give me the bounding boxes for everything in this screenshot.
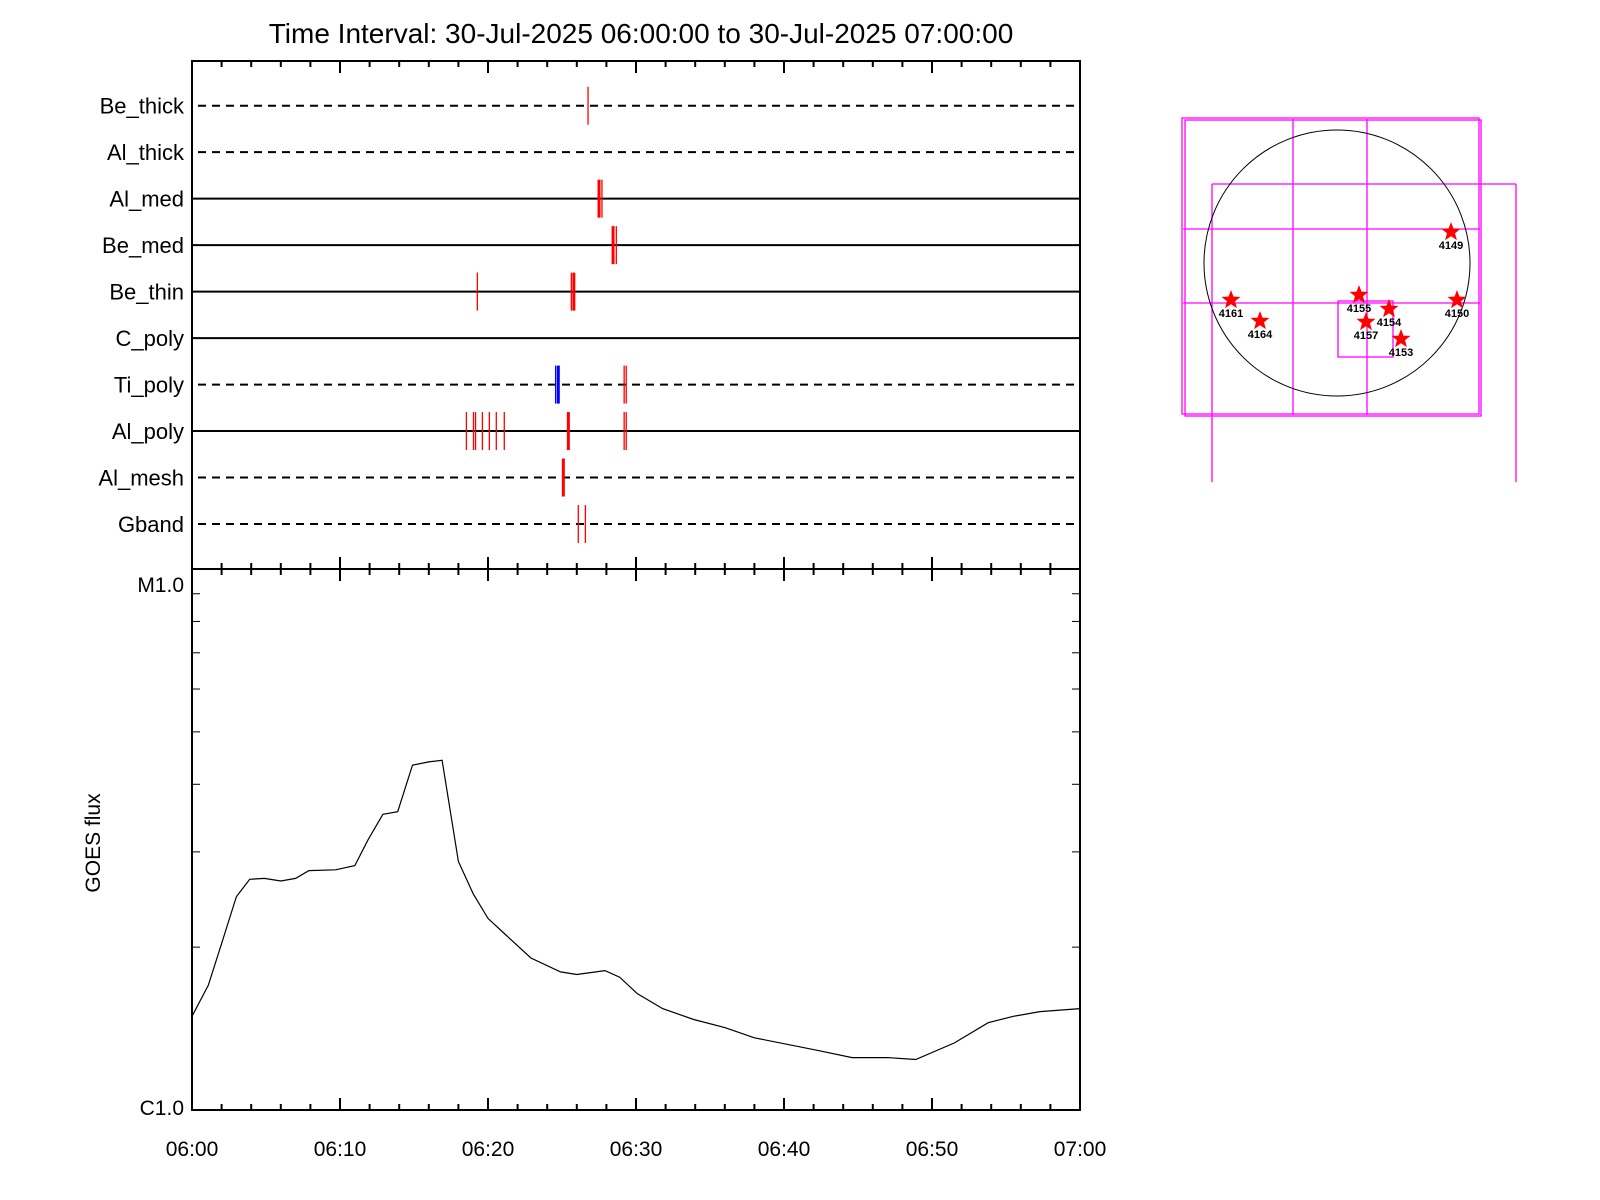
row-label-C_poly: C_poly bbox=[116, 326, 184, 351]
x-tick-label: 06:10 bbox=[314, 1138, 367, 1161]
goes-flux-line bbox=[191, 759, 1081, 1061]
solar-limb bbox=[1203, 129, 1471, 397]
y-axis-label: GOES flux bbox=[82, 793, 105, 893]
active-region-label: 4154 bbox=[1377, 317, 1402, 329]
x-tick-label: 07:00 bbox=[1054, 1138, 1107, 1161]
timeline-frame bbox=[191, 60, 1081, 570]
active-region-star-icon bbox=[1349, 285, 1369, 304]
active-region-label: 4164 bbox=[1248, 329, 1273, 341]
row-label-Al_thick: Al_thick bbox=[107, 140, 185, 165]
active-region-star-icon bbox=[1250, 311, 1270, 330]
goes-frame bbox=[191, 568, 1081, 1111]
chart-title: Time Interval: 30-Jul-2025 06:00:00 to 3… bbox=[269, 18, 1014, 49]
goes-flux-panel: M1.0 C1.0 GOES flux 06:00 06:10 06:20 06:30… bbox=[82, 568, 1107, 1161]
row-label-Al_mesh: Al_mesh bbox=[98, 466, 184, 491]
row-label-Be_thin: Be_thin bbox=[109, 280, 184, 305]
fov-box bbox=[1181, 117, 1480, 415]
y-tick-label-min: C1.0 bbox=[140, 1097, 184, 1120]
active-region-label: 4149 bbox=[1439, 240, 1463, 252]
active-region-star-icon bbox=[1356, 312, 1376, 331]
active-region-label: 4153 bbox=[1389, 347, 1413, 359]
x-tick-label: 06:40 bbox=[758, 1138, 811, 1161]
active-region-label: 4157 bbox=[1354, 330, 1378, 342]
event-timeline-panel: Be_thick Al_thick Al_med Be_med Be_thin C_pol… bbox=[98, 60, 1081, 581]
active-region-star-icon bbox=[1441, 222, 1461, 241]
active-region-star-icon bbox=[1221, 290, 1241, 309]
row-label-Be_med: Be_med bbox=[102, 233, 184, 258]
x-tick-label: 06:00 bbox=[166, 1138, 219, 1161]
active-region-star-icon bbox=[1391, 329, 1411, 348]
active-region-star-icon bbox=[1379, 299, 1399, 318]
row-label-Gband: Gband bbox=[118, 512, 184, 537]
x-tick-label: 06:50 bbox=[906, 1138, 959, 1161]
x-tick-label: 06:20 bbox=[462, 1138, 515, 1161]
fov-small-box bbox=[1337, 300, 1394, 358]
x-tick-label: 06:30 bbox=[610, 1138, 663, 1161]
active-region-label: 4155 bbox=[1347, 303, 1371, 315]
y-tick-label-max: M1.0 bbox=[137, 574, 184, 597]
row-label-Ti_poly: Ti_poly bbox=[114, 373, 184, 398]
active-region-label: 4161 bbox=[1219, 308, 1243, 320]
row-label-Al_med: Al_med bbox=[109, 187, 184, 212]
row-label-Al_poly: Al_poly bbox=[112, 419, 184, 444]
row-label-Be_thick: Be_thick bbox=[100, 94, 185, 119]
fov-box bbox=[1184, 119, 1482, 417]
active-region-label: 4150 bbox=[1445, 308, 1469, 320]
active-region-star-icon bbox=[1447, 290, 1467, 309]
